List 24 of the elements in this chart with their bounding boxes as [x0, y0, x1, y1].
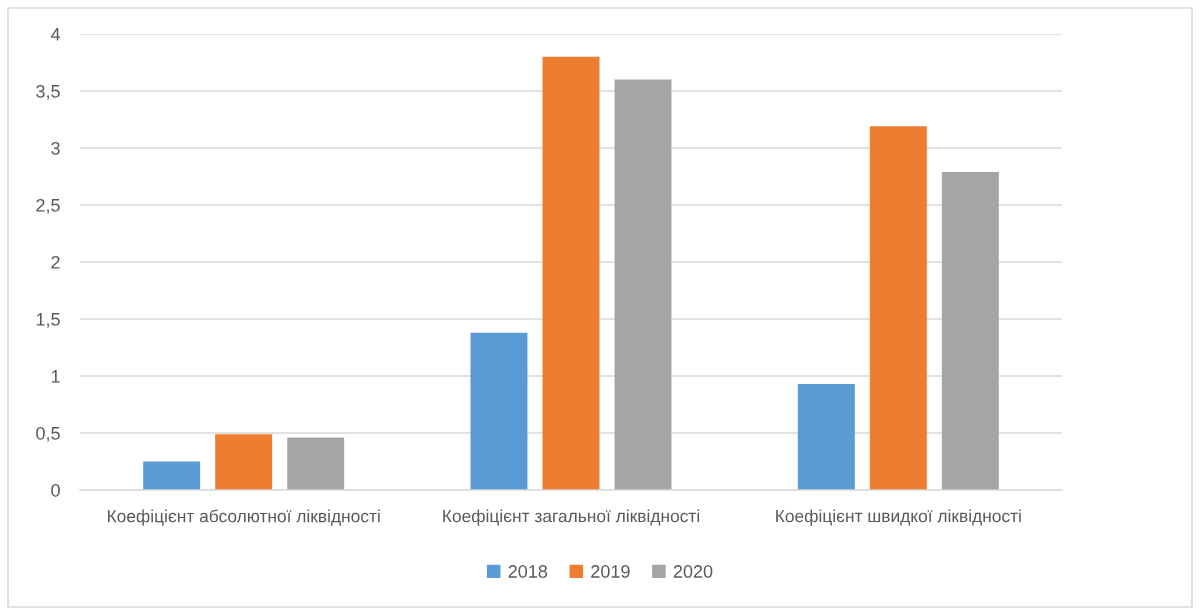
- legend-label: 2018: [508, 565, 548, 578]
- y-tick-label: 0,5: [36, 426, 60, 442]
- y-tick-label: 2: [51, 255, 60, 269]
- y-tick-label: 1,5: [36, 313, 60, 328]
- x-tick-label: Коефіцієнт швидкої ліквідності: [776, 509, 1021, 526]
- bar: [470, 332, 528, 490]
- bar: [287, 437, 345, 490]
- y-tick-label: 2,5: [36, 198, 60, 214]
- legend-label: 2020: [673, 565, 713, 578]
- y-tick-label: 3: [51, 141, 60, 155]
- bar: [869, 126, 927, 490]
- x-tick-label: Коефіцієнт абсолютної ліквідності: [107, 509, 380, 526]
- bar: [215, 434, 273, 490]
- bar: [614, 79, 672, 490]
- y-tick-label: 1: [51, 370, 60, 383]
- bar: [143, 461, 201, 490]
- y-tick-label: 4: [50, 28, 61, 41]
- y-tick-label: 3,5: [36, 84, 60, 100]
- bar: [797, 383, 855, 490]
- bar: [542, 56, 600, 490]
- legend-label: 2019: [591, 565, 630, 578]
- y-tick-label: 0: [51, 483, 60, 497]
- x-tick-label: Коефіцієнт загальної ліквідності: [443, 509, 700, 526]
- bar: [941, 171, 999, 490]
